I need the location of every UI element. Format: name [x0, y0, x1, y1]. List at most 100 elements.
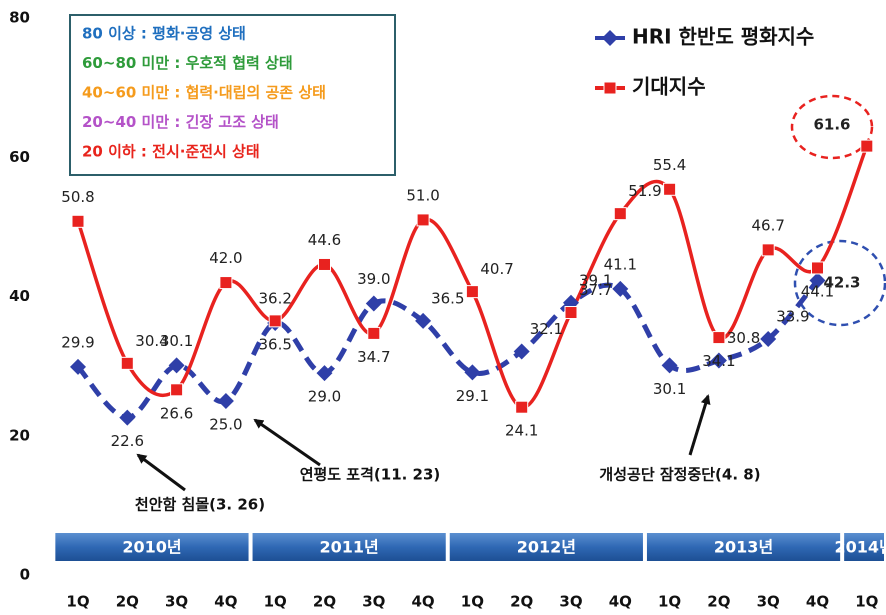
year-band — [844, 533, 884, 561]
x-tick-label: 2Q — [707, 593, 730, 611]
data-label: 51.0 — [406, 186, 439, 204]
data-label: 33.9 — [776, 307, 809, 325]
data-label: 51.9 — [628, 182, 661, 200]
x-tick-label: 1Q — [461, 593, 484, 611]
arrow — [136, 453, 186, 492]
range-legend-item: 40~60 미만 : 협력·대립의 공존 상태 — [82, 84, 326, 102]
marker — [760, 330, 777, 347]
marker — [613, 207, 627, 221]
year-band — [252, 533, 446, 561]
y-tick-label: 80 — [9, 9, 30, 27]
x-tick-label: 2Q — [116, 593, 139, 611]
data-label: 30.1 — [160, 332, 193, 350]
marker — [661, 357, 678, 374]
data-label: 55.4 — [653, 156, 686, 174]
x-tick-label: 3Q — [362, 593, 385, 611]
marker — [603, 81, 617, 95]
data-label: 39.1 — [579, 271, 612, 289]
data-label: 46.7 — [751, 216, 784, 234]
data-label: 29.1 — [456, 387, 489, 405]
data-label: 39.0 — [357, 270, 390, 288]
data-label: 41.1 — [604, 255, 637, 273]
data-label: 29.0 — [308, 388, 341, 406]
data-label: 30.8 — [727, 329, 760, 347]
x-tick-label: 1Q — [658, 593, 681, 611]
marker — [119, 409, 136, 426]
marker — [710, 352, 727, 369]
y-tick-label: 0 — [20, 566, 30, 584]
year-label: 2012년 — [517, 538, 576, 557]
legend-label: 기대지수 — [632, 75, 706, 99]
year-band — [449, 533, 643, 561]
data-label: 25.0 — [209, 415, 242, 433]
data-label: 44.1 — [801, 282, 834, 300]
range-legend-item: 60~80 미만 : 우호적 협력 상태 — [82, 54, 293, 72]
marker — [761, 243, 775, 257]
x-tick-label: 1Q — [66, 593, 89, 611]
marker — [712, 331, 726, 345]
marker — [416, 213, 430, 227]
year-label: 2010년 — [122, 538, 181, 557]
x-tick-label: 4Q — [806, 593, 829, 611]
marker — [515, 400, 529, 414]
year-label: 2011년 — [320, 538, 379, 557]
x-tick-label: 1Q — [264, 593, 287, 611]
marker — [168, 357, 185, 374]
x-tick-label: 2Q — [313, 593, 336, 611]
marker — [811, 261, 824, 275]
x-tick-label: 3Q — [559, 593, 582, 611]
marker — [367, 326, 381, 340]
data-label: 24.1 — [505, 422, 538, 440]
data-label: 34.1 — [702, 352, 735, 370]
x-tick-label: 1Q — [855, 593, 878, 611]
annotation: 천안함 침몰(3. 26) — [135, 496, 265, 514]
data-label: 44.6 — [308, 231, 341, 249]
marker — [70, 358, 86, 375]
year-band — [55, 533, 249, 561]
marker — [268, 314, 282, 328]
year-label: 2014년 — [834, 538, 886, 557]
range-legend-box — [69, 14, 396, 176]
marker — [415, 312, 432, 329]
x-tick-label: 3Q — [165, 593, 188, 611]
data-label: 42.3 — [823, 274, 860, 292]
data-label: 36.5 — [258, 335, 291, 353]
x-tick-label: 4Q — [411, 593, 434, 611]
year-label: 2013년 — [714, 538, 773, 557]
marker — [71, 214, 85, 228]
y-tick-label: 20 — [9, 426, 30, 444]
highlight-circle — [790, 94, 874, 160]
marker — [612, 280, 629, 297]
annotation: 개성공단 잠정중단(4. 8) — [599, 466, 760, 484]
y-tick-label: 40 — [9, 287, 30, 305]
data-label: 34.7 — [357, 348, 390, 366]
marker — [170, 383, 184, 397]
annotation: 연평도 포격(11. 23) — [300, 466, 441, 484]
x-tick-label: 2Q — [510, 593, 533, 611]
data-label: 42.0 — [209, 249, 242, 267]
marker — [809, 272, 826, 289]
arrow — [253, 418, 321, 467]
arrow — [688, 394, 711, 456]
marker — [465, 285, 479, 299]
data-label: 26.6 — [160, 404, 193, 422]
y-tick-label: 60 — [9, 148, 30, 166]
data-label: 40.7 — [480, 260, 513, 278]
data-label: 37.7 — [579, 281, 612, 299]
data-label: 30.4 — [135, 332, 168, 350]
range-legend-item: 80 이상 : 평화·공영 상태 — [82, 25, 246, 43]
data-label: 32.1 — [530, 320, 563, 338]
marker — [316, 365, 333, 382]
marker — [318, 257, 331, 271]
marker — [365, 295, 382, 312]
data-label: 22.6 — [111, 432, 144, 450]
highlight-circle — [793, 239, 886, 327]
x-tick-label: 4Q — [214, 593, 237, 611]
marker — [860, 139, 874, 153]
marker — [464, 364, 481, 381]
data-label: 36.5 — [431, 289, 464, 307]
data-label: 30.1 — [653, 380, 686, 398]
marker — [217, 392, 234, 409]
legend-label: HRI 한반도 평화지수 — [632, 25, 814, 49]
